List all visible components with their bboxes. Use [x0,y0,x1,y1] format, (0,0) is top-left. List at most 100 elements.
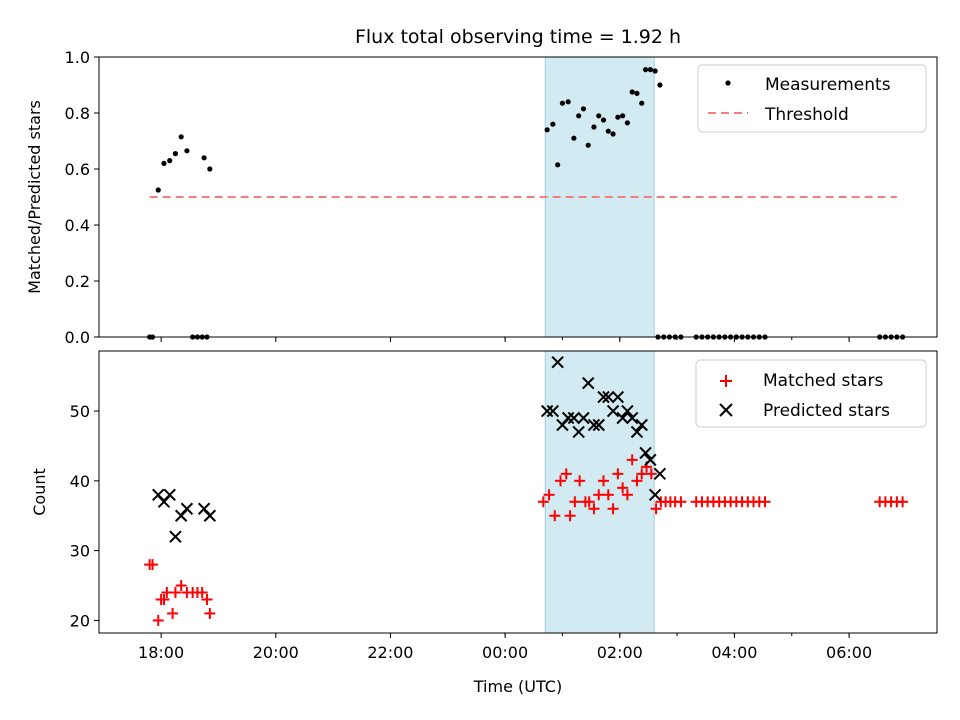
matched-point [598,475,610,487]
measurement-point [207,166,213,172]
measurement-point [580,106,587,112]
matched-point [569,496,581,508]
bottom-legend: Matched stars Predicted stars [695,359,927,428]
measurement-point [184,148,190,154]
matched-point [574,475,586,487]
legend-matched-marker [720,375,732,387]
matched-point [897,496,909,508]
bottom-panel: 20 30 40 50 18:00 20:00 22:00 00:00 02:00 04:00 0… [30,350,938,696]
bottom-axes-frame [98,350,938,634]
y-tick-label: 1.0 [65,48,90,67]
y-tick-label: 0.2 [65,272,90,291]
x-tick-label: 02:00 [597,643,643,662]
x-tick-label: 00:00 [482,643,528,662]
measurement-point [639,100,645,106]
measurement-point [576,113,582,119]
measurement-point [571,135,577,141]
bottom-legend-frame [695,359,927,428]
matched-point [201,593,213,605]
legend-predicted-marker [719,403,733,417]
chart-title: Flux total observing time = 1.92 h [355,26,681,48]
top-legend-frame [697,64,927,133]
top-panel: Flux total observing time = 1.92 h 0.00.… [25,26,938,347]
measurement-point [620,113,626,119]
y-tick-label: 0.6 [65,160,90,179]
matched-point [543,489,555,501]
predicted-point [572,425,585,439]
predicted-point [602,390,615,404]
predicted-point [616,411,629,425]
predicted-point [577,411,590,425]
x-axis-label: Time (UTC) [473,677,562,696]
matched-point [588,503,600,515]
x-tick-label: 20:00 [253,643,299,662]
matched-point [621,489,633,501]
measurement-point [178,134,184,140]
matched-point [175,580,187,592]
x-tick-label: 04:00 [711,643,757,662]
matched-point [196,587,208,599]
matched-point [636,468,648,480]
y-tick-label: 0.4 [65,216,90,235]
measurement-point [610,131,616,137]
bottom-matched-points [144,454,909,626]
legend-measurements-marker [725,80,731,86]
matched-point [759,496,771,508]
measurement-point [161,160,167,166]
legend-threshold-label: Threshold [764,105,849,125]
predicted-point [606,404,620,418]
matched-point [169,587,181,599]
predicted-point [648,488,662,501]
top-y-axis-label: Matched/Predicted stars [25,100,44,294]
legend-matched-label: Matched stars [763,371,883,391]
measurement-point [596,113,602,119]
legend-measurements-label: Measurements [765,75,891,95]
y-tick-label: 30 [70,542,90,561]
top-legend: Measurements Threshold [697,64,927,133]
predicted-point [203,509,217,522]
matched-point [645,468,657,480]
predicted-point [561,411,575,425]
predicted-point [551,355,564,369]
measurement-point [615,114,621,120]
measurement-point [155,187,161,193]
matched-point [560,468,572,480]
measurement-point [167,158,173,164]
matched-point [537,496,549,508]
predicted-point [582,376,595,390]
matched-point [549,510,561,522]
predicted-point [597,390,610,404]
matched-point [583,496,595,508]
measurement-point [642,67,649,73]
bottom-predicted-points [152,355,667,543]
measurement-point [555,162,561,168]
measurement-point [550,121,556,127]
predicted-point [630,425,644,439]
measurement-point [605,128,611,134]
predicted-point [567,411,581,425]
measurement-point [600,117,607,123]
matched-point [204,607,216,619]
bottom-y-ticks: 20 30 40 50 [70,402,99,630]
y-tick-label: 40 [70,472,90,491]
measurement-point [201,155,207,161]
measurement-point [629,89,635,95]
predicted-point [540,404,554,418]
measurement-point [647,67,653,73]
x-tick-label: 22:00 [367,643,413,662]
top-y-ticks: 0.0 0.2 0.4 0.6 0.8 1.0 [65,48,99,347]
predicted-point [639,446,652,460]
matched-point [564,510,576,522]
predicted-point [546,404,560,418]
bottom-x-ticks: 18:00 20:00 22:00 00:00 02:00 04:00 06:00 [138,633,872,662]
predicted-point [653,467,667,481]
matched-point [607,503,619,515]
y-tick-label: 50 [70,402,90,421]
x-tick-label: 06:00 [826,643,872,662]
measurement-point [565,99,571,105]
predicted-point [625,411,639,425]
predicted-point [635,418,648,432]
x-tick-label: 18:00 [138,643,184,662]
predicted-point [644,453,657,467]
